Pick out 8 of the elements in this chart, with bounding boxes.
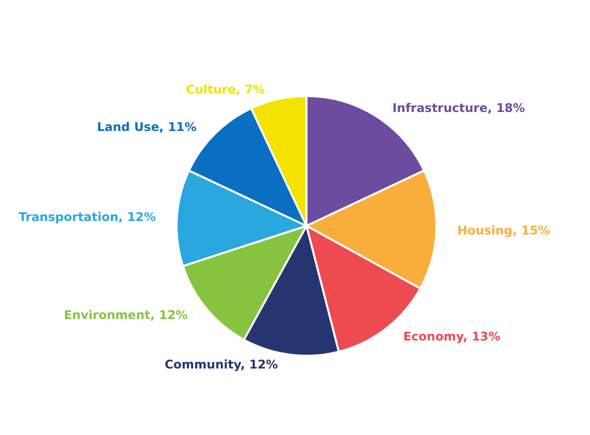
slice-label: Culture, 7% [186, 82, 265, 96]
slice-label: Economy, 13% [403, 329, 500, 344]
slice-label: Community, 12% [164, 358, 278, 372]
slice-label: Housing, 15% [457, 223, 550, 238]
slice-label: Infrastructure, 18% [392, 100, 525, 115]
slice-label: Transportation, 12% [18, 210, 156, 224]
slice-label: Land Use, 11% [97, 120, 197, 134]
slice-label: Environment, 12% [64, 308, 188, 322]
